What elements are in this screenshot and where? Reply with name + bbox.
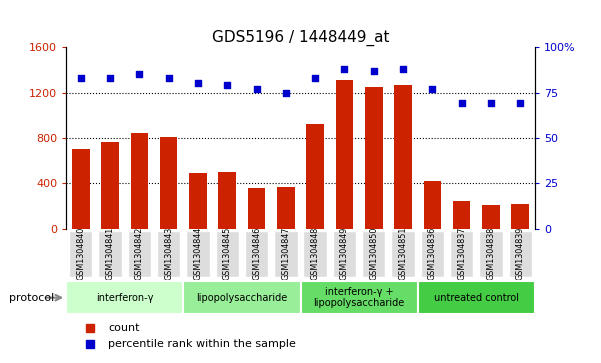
Bar <box>424 181 441 229</box>
FancyBboxPatch shape <box>391 232 415 277</box>
FancyBboxPatch shape <box>157 232 180 277</box>
Bar <box>130 133 148 229</box>
FancyBboxPatch shape <box>99 232 122 277</box>
FancyBboxPatch shape <box>479 232 502 277</box>
Bar <box>248 188 266 229</box>
Text: GSM1304843: GSM1304843 <box>164 227 173 280</box>
FancyBboxPatch shape <box>418 281 535 314</box>
Bar <box>365 87 382 229</box>
Text: GSM1304837: GSM1304837 <box>457 227 466 280</box>
Bar <box>189 173 207 229</box>
Point <box>135 72 144 77</box>
Bar <box>394 85 412 229</box>
Text: GSM1304838: GSM1304838 <box>486 227 495 280</box>
Bar <box>277 187 294 229</box>
Text: GSM1304847: GSM1304847 <box>281 227 290 280</box>
Text: GSM1304845: GSM1304845 <box>223 227 232 280</box>
Bar <box>511 204 529 229</box>
Point <box>398 66 408 72</box>
Point <box>486 101 496 106</box>
FancyBboxPatch shape <box>69 232 93 277</box>
FancyBboxPatch shape <box>421 232 444 277</box>
Text: GSM1304851: GSM1304851 <box>398 227 407 280</box>
Point <box>222 82 232 88</box>
Point <box>193 81 203 86</box>
Point <box>105 75 115 81</box>
Title: GDS5196 / 1448449_at: GDS5196 / 1448449_at <box>212 30 389 46</box>
Text: interferon-γ +
lipopolysaccharide: interferon-γ + lipopolysaccharide <box>314 287 404 309</box>
FancyBboxPatch shape <box>127 232 151 277</box>
Text: count: count <box>108 323 140 333</box>
Text: untreated control: untreated control <box>434 293 519 303</box>
Text: interferon-γ: interferon-γ <box>96 293 153 303</box>
Text: percentile rank within the sample: percentile rank within the sample <box>108 339 296 349</box>
FancyBboxPatch shape <box>508 232 532 277</box>
Bar <box>101 143 119 229</box>
FancyBboxPatch shape <box>183 281 300 314</box>
FancyBboxPatch shape <box>216 232 239 277</box>
Bar <box>307 124 324 229</box>
Text: GSM1304846: GSM1304846 <box>252 227 261 280</box>
Point <box>252 86 261 92</box>
Point <box>427 86 437 92</box>
Point <box>310 75 320 81</box>
Point <box>457 101 466 106</box>
Text: GSM1304841: GSM1304841 <box>106 227 115 280</box>
Bar <box>482 205 500 229</box>
FancyBboxPatch shape <box>274 232 297 277</box>
Text: GSM1304844: GSM1304844 <box>194 227 203 280</box>
Point <box>516 101 525 106</box>
Bar <box>72 149 90 229</box>
FancyBboxPatch shape <box>333 232 356 277</box>
Point <box>281 90 291 95</box>
Text: GSM1304839: GSM1304839 <box>516 227 525 280</box>
Bar <box>335 80 353 229</box>
Bar <box>219 172 236 229</box>
FancyBboxPatch shape <box>186 232 210 277</box>
Text: protocol: protocol <box>9 293 54 303</box>
Text: GSM1304836: GSM1304836 <box>428 227 437 280</box>
FancyBboxPatch shape <box>300 281 418 314</box>
Text: GSM1304849: GSM1304849 <box>340 227 349 280</box>
FancyBboxPatch shape <box>304 232 327 277</box>
Point <box>76 75 85 81</box>
Point <box>164 75 174 81</box>
FancyBboxPatch shape <box>450 232 474 277</box>
Bar <box>160 137 177 229</box>
FancyBboxPatch shape <box>362 232 385 277</box>
Text: GSM1304848: GSM1304848 <box>311 227 320 280</box>
FancyBboxPatch shape <box>66 281 183 314</box>
Point <box>340 66 349 72</box>
Text: GSM1304842: GSM1304842 <box>135 227 144 280</box>
FancyBboxPatch shape <box>245 232 268 277</box>
Bar <box>453 201 471 229</box>
Text: GSM1304850: GSM1304850 <box>369 227 378 280</box>
Text: lipopolysaccharide: lipopolysaccharide <box>197 293 287 303</box>
Point <box>369 68 379 74</box>
Text: GSM1304840: GSM1304840 <box>76 227 85 280</box>
